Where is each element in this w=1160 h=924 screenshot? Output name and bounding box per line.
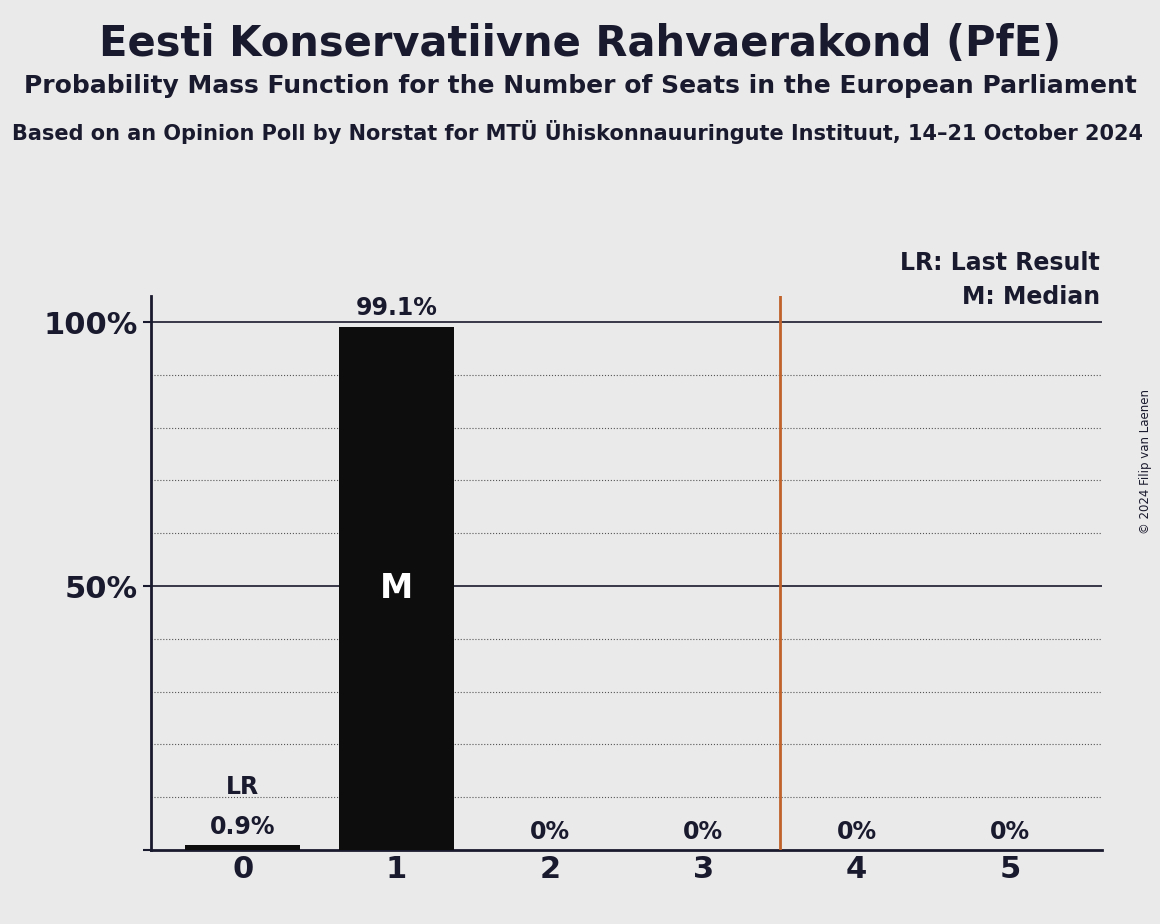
Text: Eesti Konservatiivne Rahvaerakond (PfE): Eesti Konservatiivne Rahvaerakond (PfE)	[99, 23, 1061, 65]
Text: 0.9%: 0.9%	[210, 815, 276, 839]
Text: 0%: 0%	[989, 820, 1030, 844]
Bar	[339, 327, 454, 850]
Text: © 2024 Filip van Laenen: © 2024 Filip van Laenen	[1139, 390, 1152, 534]
Bar	[186, 845, 300, 850]
Text: Probability Mass Function for the Number of Seats in the European Parliament: Probability Mass Function for the Number…	[23, 74, 1137, 98]
Text: M: Median: M: Median	[962, 285, 1100, 309]
Text: LR: Last Result: LR: Last Result	[900, 251, 1100, 275]
Text: 0%: 0%	[836, 820, 877, 844]
Text: 0%: 0%	[683, 820, 723, 844]
Text: Based on an Opinion Poll by Norstat for MTÜ Ühiskonnauuringute Instituut, 14–21 : Based on an Opinion Poll by Norstat for …	[12, 120, 1143, 144]
Text: 0%: 0%	[530, 820, 570, 844]
Text: 99.1%: 99.1%	[355, 297, 437, 321]
Text: M: M	[379, 572, 413, 605]
Text: LR: LR	[226, 774, 260, 798]
